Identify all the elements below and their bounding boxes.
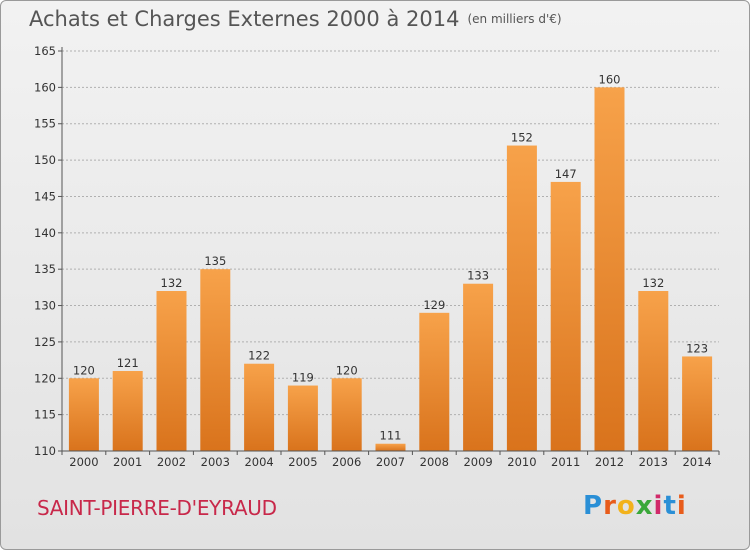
commune-name: SAINT-PIERRE-D'EYRAUD xyxy=(37,496,277,520)
logo-letter: t xyxy=(663,491,677,521)
logo-letter: i xyxy=(653,491,664,521)
x-tick-label: 2008 xyxy=(420,455,449,469)
y-tick-label: 120 xyxy=(34,371,56,385)
y-tick-label: 135 xyxy=(34,262,56,276)
bar-2007 xyxy=(375,443,406,451)
bar-2002 xyxy=(156,291,187,451)
x-tick-label: 2013 xyxy=(639,455,668,469)
x-tick-label: 2014 xyxy=(682,455,711,469)
x-tick-label: 2011 xyxy=(551,455,580,469)
bar-2008 xyxy=(419,312,450,451)
chart-title: Achats et Charges Externes 2000 à 2014 (e… xyxy=(29,7,562,31)
chart-title-text: Achats et Charges Externes 2000 à 2014 xyxy=(29,7,460,31)
bar-2010 xyxy=(506,145,537,451)
data-label-2009: 133 xyxy=(467,269,489,283)
y-tick-label: 115 xyxy=(34,408,56,422)
x-tick-label: 2007 xyxy=(376,455,405,469)
x-tick-label: 2010 xyxy=(507,455,536,469)
data-label-2000: 120 xyxy=(73,363,95,377)
logo-letter: i xyxy=(676,491,687,521)
y-tick-label: 150 xyxy=(34,153,56,167)
y-tick-label: 130 xyxy=(34,299,56,313)
logo-letter: r xyxy=(603,491,617,521)
bar-2005 xyxy=(287,385,318,451)
x-tick-label: 2001 xyxy=(113,455,142,469)
proxiti-logo: Proxiti xyxy=(583,491,687,521)
bar-2009 xyxy=(463,283,494,451)
bar-2001 xyxy=(112,371,143,451)
logo-letter: P xyxy=(583,491,604,521)
data-label-2011: 147 xyxy=(555,167,577,181)
x-tick-label: 2012 xyxy=(595,455,624,469)
data-label-2008: 129 xyxy=(423,298,445,312)
y-tick-label: 155 xyxy=(34,117,56,131)
bar-2006 xyxy=(331,378,362,451)
bar-2012 xyxy=(594,87,625,451)
y-tick-label: 160 xyxy=(34,80,56,94)
bar-2013 xyxy=(638,291,669,451)
x-tick-label: 2000 xyxy=(69,455,98,469)
logo-letter: o xyxy=(616,491,636,521)
data-label-2010: 152 xyxy=(511,131,533,145)
y-tick-label: 125 xyxy=(34,335,56,349)
data-label-2001: 121 xyxy=(117,356,139,370)
data-label-2004: 122 xyxy=(248,349,270,363)
x-tick-label: 2009 xyxy=(463,455,492,469)
data-label-2005: 119 xyxy=(292,371,314,385)
data-label-2006: 120 xyxy=(336,363,358,377)
chart-unit: (en milliers d'€) xyxy=(467,12,562,26)
data-label-2002: 132 xyxy=(161,276,183,290)
y-tick-label: 145 xyxy=(34,189,56,203)
x-tick-label: 2004 xyxy=(244,455,273,469)
data-label-2014: 123 xyxy=(686,341,708,355)
bar-2000 xyxy=(68,378,99,451)
x-tick-label: 2002 xyxy=(157,455,186,469)
data-label-2012: 160 xyxy=(599,72,621,86)
y-tick-label: 165 xyxy=(34,44,56,58)
data-label-2007: 111 xyxy=(380,429,402,443)
logo-letter: x xyxy=(635,491,654,521)
x-tick-label: 2005 xyxy=(288,455,317,469)
bar-2003 xyxy=(200,269,231,451)
y-tick-label: 140 xyxy=(34,226,56,240)
y-tick-label: 110 xyxy=(34,444,56,458)
data-label-2013: 132 xyxy=(642,276,664,290)
data-label-2003: 135 xyxy=(204,254,226,268)
bar-2004 xyxy=(244,363,275,451)
bar-2011 xyxy=(550,181,581,451)
x-tick-label: 2003 xyxy=(201,455,230,469)
x-tick-label: 2006 xyxy=(332,455,361,469)
bar-2014 xyxy=(682,356,713,451)
